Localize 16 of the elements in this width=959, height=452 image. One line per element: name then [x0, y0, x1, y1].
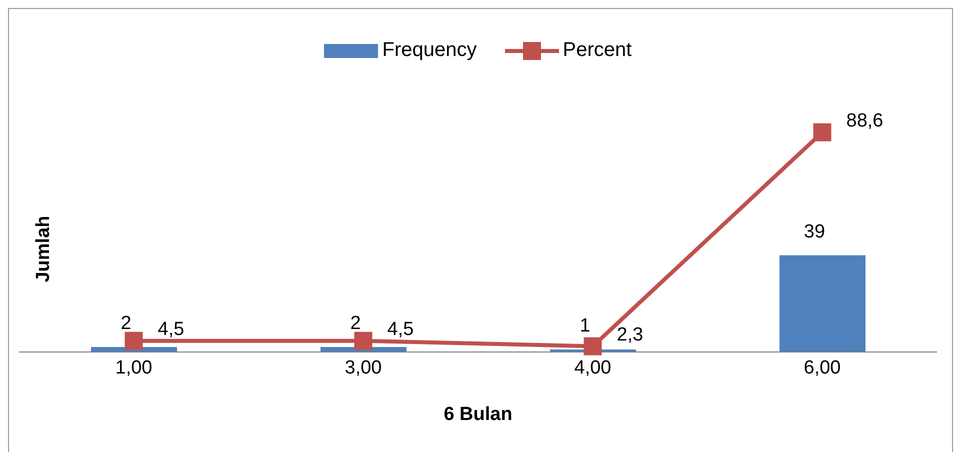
legend-label: Percent: [562, 39, 632, 62]
data-label: 4,5: [158, 318, 184, 340]
data-label: 39: [804, 221, 826, 242]
x-axis-title: 6 Bulan: [444, 404, 512, 425]
x-tick-label: 1,00: [115, 357, 152, 378]
data-label: 2,3: [616, 324, 644, 346]
data-label: 1: [580, 316, 590, 337]
x-tick-label: 4,00: [574, 357, 612, 378]
x-tick-label: 6,00: [804, 357, 841, 378]
data-label: 2: [350, 313, 361, 334]
data-label: 4,5: [387, 318, 414, 340]
data-label: 2: [120, 313, 132, 334]
legend-label: Frequency: [382, 39, 477, 62]
x-tick-label: 3,00: [344, 357, 382, 378]
data-label: 88,6: [846, 110, 884, 132]
y-axis-title: Jumlah: [33, 216, 54, 282]
